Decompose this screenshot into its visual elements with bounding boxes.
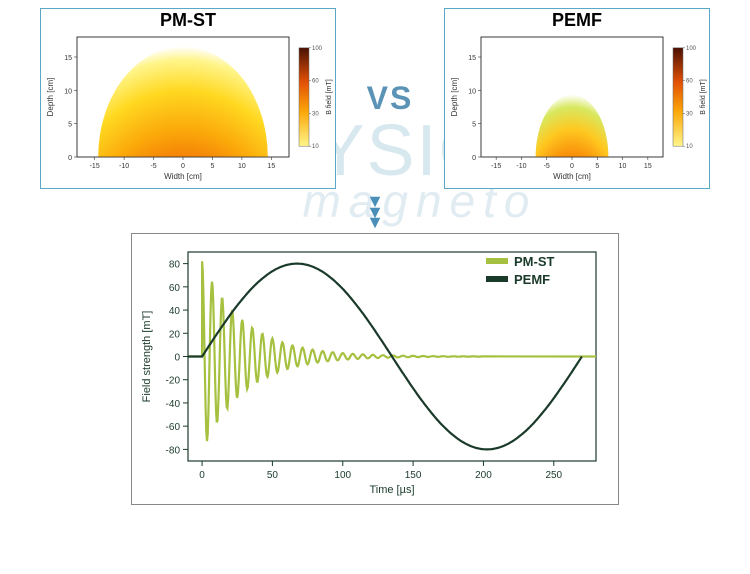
svg-text:-10: -10 xyxy=(516,163,526,170)
svg-text:0: 0 xyxy=(472,155,476,162)
svg-text:10: 10 xyxy=(312,144,319,150)
svg-text:B field [mT]: B field [mT] xyxy=(326,79,333,114)
waveform-wrap: 0 50 100 150 200 250 Time [µs] -80 -60 -40 -20 0 20 4… xyxy=(0,233,750,505)
svg-text:Depth [cm]: Depth [cm] xyxy=(450,78,459,117)
svg-text:100: 100 xyxy=(686,46,697,52)
svg-text:PM-ST: PM-ST xyxy=(160,11,216,30)
svg-text:PEMF: PEMF xyxy=(514,272,550,287)
svg-text:5: 5 xyxy=(68,122,72,129)
svg-text:-5: -5 xyxy=(150,163,156,170)
svg-text:PEMF: PEMF xyxy=(552,11,602,30)
svg-text:60: 60 xyxy=(169,283,181,294)
svg-text:15: 15 xyxy=(644,163,652,170)
svg-text:-40: -40 xyxy=(166,399,181,410)
svg-text:5: 5 xyxy=(210,163,214,170)
svg-text:200: 200 xyxy=(475,470,492,481)
vs-label: VS xyxy=(367,80,414,117)
svg-text:-15: -15 xyxy=(491,163,501,170)
svg-text:40: 40 xyxy=(169,306,181,317)
svg-text:0: 0 xyxy=(570,163,574,170)
svg-text:B field [mT]: B field [mT] xyxy=(700,79,707,114)
svg-text:250: 250 xyxy=(545,470,562,481)
svg-text:20: 20 xyxy=(169,329,181,340)
svg-text:Width [cm]: Width [cm] xyxy=(553,172,591,181)
svg-text:10: 10 xyxy=(64,88,72,95)
heatmap-panel-right: PEMF -15 -10 -5 0 5 10 15 Width [cm] 0 5 10 15 Depth … xyxy=(444,8,710,189)
svg-text:0: 0 xyxy=(174,352,180,363)
svg-text:50: 50 xyxy=(267,470,279,481)
svg-text:100: 100 xyxy=(334,470,351,481)
svg-text:80: 80 xyxy=(169,259,181,270)
svg-text:10: 10 xyxy=(468,88,476,95)
down-arrows: ▼ ▼ ▼ xyxy=(0,195,750,229)
svg-text:15: 15 xyxy=(267,163,275,170)
svg-text:Field strength [mT]: Field strength [mT] xyxy=(141,310,153,402)
svg-text:15: 15 xyxy=(468,55,476,62)
arrow-icon: ▼ xyxy=(0,216,750,229)
svg-text:0: 0 xyxy=(68,155,72,162)
svg-text:-10: -10 xyxy=(119,163,129,170)
svg-text:10: 10 xyxy=(686,144,693,150)
svg-text:5: 5 xyxy=(472,122,476,129)
svg-text:Depth [cm]: Depth [cm] xyxy=(46,78,55,117)
svg-text:-5: -5 xyxy=(544,163,550,170)
svg-text:-80: -80 xyxy=(166,445,181,456)
svg-text:-20: -20 xyxy=(166,376,181,387)
svg-text:60: 60 xyxy=(312,79,319,85)
heatmap-svg-right: PEMF -15 -10 -5 0 5 10 15 Width [cm] 0 5 10 15 Depth … xyxy=(447,11,707,181)
svg-text:-15: -15 xyxy=(90,163,100,170)
waveform-svg: 0 50 100 150 200 250 Time [µs] -80 -60 -40 -20 0 20 4… xyxy=(136,242,606,497)
svg-text:100: 100 xyxy=(312,46,323,52)
svg-text:10: 10 xyxy=(619,163,627,170)
svg-text:-60: -60 xyxy=(166,422,181,433)
svg-text:15: 15 xyxy=(64,55,72,62)
waveform-panel: 0 50 100 150 200 250 Time [µs] -80 -60 -40 -20 0 20 4… xyxy=(131,233,619,505)
top-row: PM-ST -15 -10 -5 0 5 10 15 Width [cm] 0 5 10 15 Depth… xyxy=(0,0,750,189)
svg-text:Width [cm]: Width [cm] xyxy=(164,172,202,181)
heatmap-svg-left: PM-ST -15 -10 -5 0 5 10 15 Width [cm] 0 5 10 15 Depth… xyxy=(43,11,333,181)
svg-text:10: 10 xyxy=(238,163,246,170)
svg-text:0: 0 xyxy=(181,163,185,170)
svg-text:PM-ST: PM-ST xyxy=(514,254,555,269)
svg-text:60: 60 xyxy=(686,79,693,85)
svg-text:0: 0 xyxy=(199,470,205,481)
svg-text:30: 30 xyxy=(312,111,319,117)
svg-text:5: 5 xyxy=(595,163,599,170)
svg-text:150: 150 xyxy=(405,470,422,481)
svg-text:Time [µs]: Time [µs] xyxy=(369,484,414,496)
heatmap-panel-left: PM-ST -15 -10 -5 0 5 10 15 Width [cm] 0 5 10 15 Depth… xyxy=(40,8,336,189)
svg-text:30: 30 xyxy=(686,111,693,117)
content-root: PM-ST -15 -10 -5 0 5 10 15 Width [cm] 0 5 10 15 Depth… xyxy=(0,0,750,505)
